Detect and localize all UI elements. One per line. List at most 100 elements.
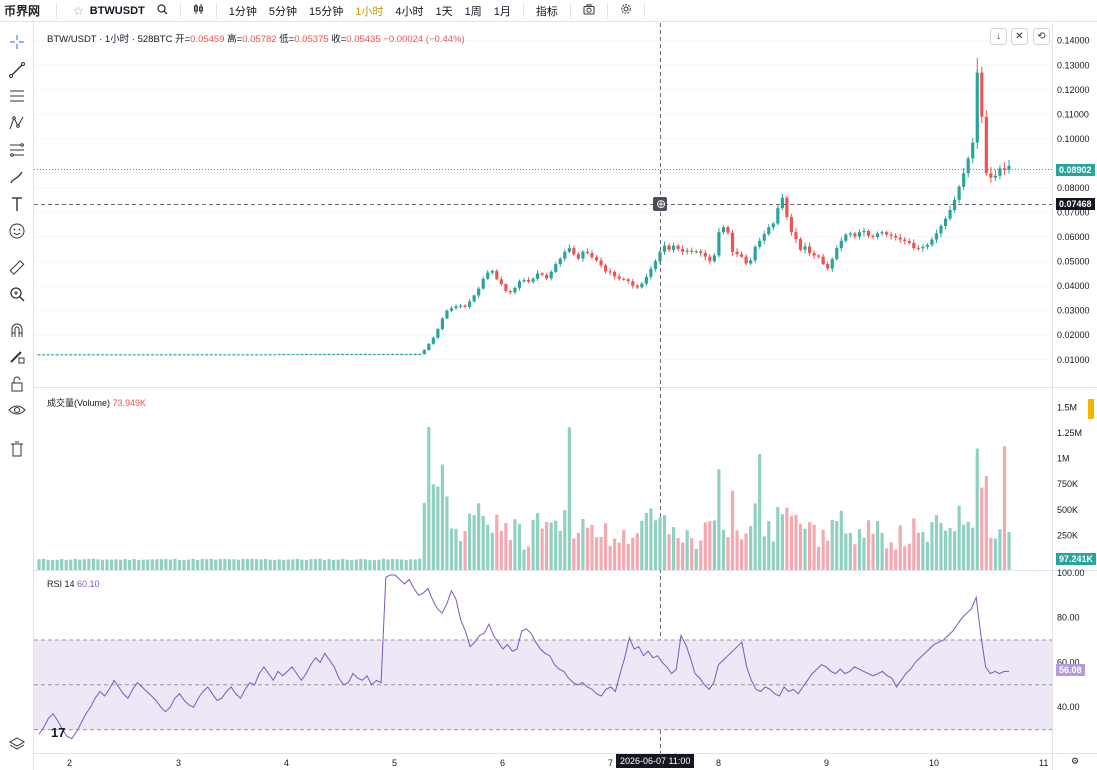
candle-body bbox=[925, 244, 929, 247]
candle-body bbox=[200, 354, 204, 356]
settings-icon[interactable]: ⚙ bbox=[1071, 756, 1080, 766]
volume-bar bbox=[304, 559, 309, 570]
volume-bar bbox=[681, 542, 685, 570]
candle-body bbox=[857, 232, 862, 237]
candle-body bbox=[128, 354, 132, 356]
volume-bar bbox=[875, 520, 880, 570]
camera-icon[interactable] bbox=[577, 3, 601, 18]
candle-body bbox=[495, 270, 499, 280]
volume-bar bbox=[60, 559, 64, 570]
parallel-lines-icon[interactable] bbox=[5, 85, 29, 107]
candle-body bbox=[753, 246, 757, 261]
crosshair-icon[interactable] bbox=[5, 31, 29, 53]
candle-body bbox=[812, 253, 816, 256]
volume-bar bbox=[91, 558, 95, 570]
candle-body bbox=[458, 305, 463, 307]
volume-bar bbox=[141, 559, 145, 570]
candle-body bbox=[46, 354, 50, 356]
interval-5m[interactable]: 5分钟 bbox=[268, 5, 298, 18]
volume-bar bbox=[495, 514, 499, 570]
candle-body bbox=[114, 354, 118, 356]
compare-icon[interactable] bbox=[187, 3, 210, 18]
search-icon[interactable] bbox=[151, 3, 174, 18]
candle-body bbox=[205, 354, 209, 356]
eye-icon[interactable] bbox=[5, 399, 29, 421]
candle-body bbox=[721, 227, 726, 233]
emoji-icon[interactable] bbox=[5, 220, 29, 242]
volume-bar bbox=[449, 528, 454, 570]
candle-body bbox=[563, 251, 567, 259]
candle-body bbox=[558, 258, 562, 265]
trash-icon[interactable] bbox=[5, 438, 29, 460]
volume-bar bbox=[250, 558, 254, 570]
candle-body bbox=[241, 354, 245, 356]
text-icon[interactable] bbox=[5, 193, 29, 215]
zoom-in-icon[interactable] bbox=[5, 283, 29, 305]
volume-bar bbox=[767, 521, 771, 570]
volume-bar bbox=[953, 531, 957, 570]
candle-body bbox=[903, 239, 907, 241]
volume-bar bbox=[898, 525, 902, 570]
magnet-icon[interactable] bbox=[5, 319, 29, 341]
volume-bar bbox=[803, 528, 807, 570]
interval-1mo[interactable]: 1月 bbox=[493, 5, 511, 18]
candle-body bbox=[794, 232, 798, 240]
candle-body bbox=[137, 354, 141, 356]
candle-body bbox=[780, 197, 784, 209]
interval-1w[interactable]: 1周 bbox=[464, 5, 482, 18]
gear-icon[interactable] bbox=[614, 3, 638, 18]
brush-icon[interactable] bbox=[5, 166, 29, 188]
volume-bar bbox=[87, 558, 91, 570]
layers-icon[interactable] bbox=[5, 733, 29, 755]
candle-body bbox=[894, 235, 898, 238]
volume-bar bbox=[993, 538, 997, 570]
price-axis-label: 0.13000 bbox=[1057, 60, 1090, 70]
volume-bar bbox=[880, 532, 884, 570]
interval-4h[interactable]: 4小时 bbox=[395, 5, 424, 18]
interval-15m[interactable]: 15分钟 bbox=[309, 5, 344, 18]
scroll-down-icon[interactable]: ↓ bbox=[990, 28, 1007, 45]
volume-bar bbox=[218, 559, 222, 570]
volume-bar bbox=[563, 510, 567, 570]
candle-body bbox=[304, 354, 309, 356]
fib-icon[interactable] bbox=[5, 139, 29, 161]
indicators-button[interactable]: 指标 bbox=[535, 5, 558, 18]
star-icon[interactable]: ☆ bbox=[73, 3, 84, 18]
volume-bar bbox=[690, 538, 694, 570]
lock-icon[interactable] bbox=[5, 373, 29, 395]
candle-body bbox=[821, 256, 825, 265]
interval-1d[interactable]: 1天 bbox=[435, 5, 453, 18]
volume-axis-label: 1.25M bbox=[1057, 428, 1082, 438]
pencil-lock-icon[interactable] bbox=[5, 345, 29, 367]
interval-1h[interactable]: 1小时 bbox=[355, 5, 384, 18]
volume-bar bbox=[975, 448, 979, 570]
volume-bar bbox=[762, 536, 766, 570]
maximize-icon[interactable]: ⟲ bbox=[1033, 28, 1050, 45]
price-axis-label: 0.10000 bbox=[1057, 134, 1090, 144]
candle-body bbox=[907, 240, 911, 243]
price-axis-label: 0.07000 bbox=[1057, 208, 1090, 218]
interval-1m[interactable]: 1分钟 bbox=[228, 5, 257, 18]
ruler-icon[interactable] bbox=[5, 256, 29, 278]
candle-body bbox=[744, 256, 748, 264]
rsi-axis-label: 80.00 bbox=[1057, 613, 1080, 623]
volume-bar bbox=[268, 559, 272, 570]
volume-axis-label: 250K bbox=[1057, 530, 1078, 540]
volume-bar bbox=[857, 529, 862, 570]
chart-canvas[interactable]: 0.14000 0.13000 0.12000 0.11000 0.10000 0.080… bbox=[34, 23, 1097, 770]
candle-body bbox=[835, 248, 839, 260]
volume-bar bbox=[649, 508, 653, 570]
crosshair-add-button bbox=[653, 197, 667, 211]
candle-body bbox=[712, 255, 716, 262]
pattern-icon[interactable] bbox=[5, 112, 29, 134]
volume-bar bbox=[812, 524, 816, 570]
price-axis-label: 0.04000 bbox=[1057, 281, 1090, 291]
candle-body bbox=[604, 265, 608, 272]
trend-line-icon[interactable] bbox=[5, 59, 29, 81]
volume-bar bbox=[984, 476, 988, 570]
candle-body bbox=[69, 354, 73, 356]
symbol-name[interactable]: BTWUSDT bbox=[89, 4, 145, 17]
collapse-icon[interactable]: ✕ bbox=[1011, 28, 1028, 45]
price-axis-label: 0.12000 bbox=[1057, 85, 1090, 95]
volume-bar bbox=[177, 560, 182, 570]
